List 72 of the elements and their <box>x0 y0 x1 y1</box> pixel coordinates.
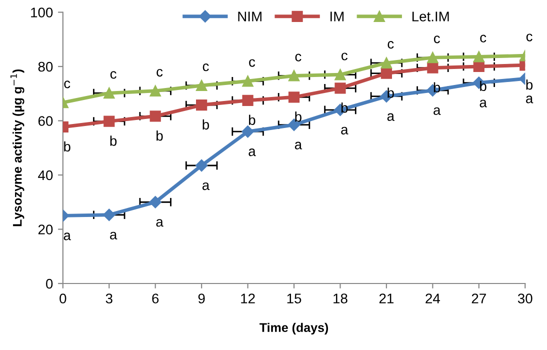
point <box>334 82 346 94</box>
x-tick-label: 0 <box>60 294 66 304</box>
x-tick-label: 24 <box>426 294 440 304</box>
annotation: c <box>110 71 116 79</box>
legend-label: NIM <box>238 12 262 22</box>
point <box>380 57 392 69</box>
annotation: a <box>434 107 441 115</box>
x-tick-label: 21 <box>379 294 394 304</box>
annotation: a <box>202 182 210 190</box>
annotation: a <box>341 126 348 134</box>
point <box>288 70 300 82</box>
x-tick-label: 6 <box>152 294 159 304</box>
point <box>427 62 438 74</box>
annotation: c <box>388 41 394 49</box>
annotation: a <box>248 148 256 156</box>
annotation: b <box>295 112 302 122</box>
point <box>380 68 392 79</box>
annotation: b <box>526 80 533 90</box>
annotation: c <box>64 80 70 88</box>
x-tick-label: 27 <box>472 294 486 304</box>
x-tick-label: 3 <box>106 294 112 304</box>
annotation: a <box>480 100 487 108</box>
x-tick-label: 12 <box>241 294 255 304</box>
annotation: c <box>526 34 532 42</box>
point <box>288 92 300 103</box>
point <box>334 69 346 80</box>
point <box>104 88 115 99</box>
annotation: b <box>110 136 117 146</box>
annotation: b <box>202 119 210 130</box>
annotation: c <box>342 52 348 60</box>
point <box>242 76 254 87</box>
annotation: c <box>480 34 486 42</box>
annotation: a <box>526 96 534 104</box>
annotation: a <box>64 232 71 240</box>
x-tick-label: 15 <box>287 294 302 304</box>
annotation: b <box>156 130 163 141</box>
point <box>195 159 208 172</box>
point <box>104 116 115 127</box>
point <box>196 99 208 111</box>
point <box>242 94 254 106</box>
point <box>150 85 161 96</box>
point <box>427 52 438 64</box>
y-tick-label: 20 <box>38 224 53 234</box>
point <box>149 196 162 208</box>
point <box>196 80 208 92</box>
point <box>473 51 484 62</box>
legend-label: IM <box>330 12 344 22</box>
y-axis-title: Lysozyme activity (µg g$^{−1}$) <box>10 69 24 226</box>
annotation: c <box>249 59 256 67</box>
y-tick-label: 100 <box>31 8 53 18</box>
annotation: a <box>294 142 302 150</box>
annotation: a <box>387 113 394 121</box>
annotation: a <box>110 232 118 240</box>
legend-label: Let.IM <box>412 12 449 22</box>
annotation: c <box>434 36 440 44</box>
y-tick-label: 60 <box>38 116 53 126</box>
annotation: a <box>156 219 164 227</box>
x-tick-label: 18 <box>334 294 348 304</box>
x-tick-label: 9 <box>198 294 205 304</box>
annotation: b <box>248 114 256 125</box>
annotation: b <box>64 141 70 152</box>
annotation: c <box>295 54 302 62</box>
x-tick-label: 30 <box>518 294 532 304</box>
y-tick-label: 0 <box>46 278 53 289</box>
point <box>242 126 254 138</box>
point <box>103 208 116 221</box>
x-axis-title: Time (days) <box>260 322 328 334</box>
annotation: c <box>202 64 209 72</box>
annotation: c <box>156 68 163 77</box>
y-tick-label: 40 <box>38 170 53 180</box>
point <box>150 110 161 122</box>
y-tick-label: 80 <box>38 62 53 72</box>
